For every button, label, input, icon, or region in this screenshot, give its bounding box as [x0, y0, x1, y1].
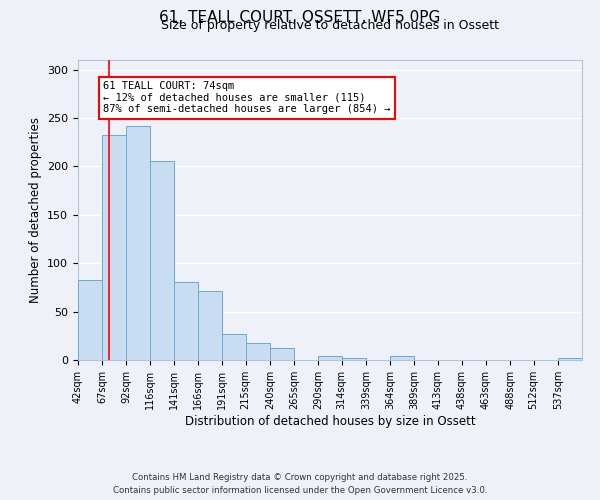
Y-axis label: Number of detached properties: Number of detached properties: [29, 117, 41, 303]
Text: 61, TEALL COURT, OSSETT, WF5 0PG: 61, TEALL COURT, OSSETT, WF5 0PG: [160, 10, 440, 25]
Bar: [78, 280, 102, 360]
Bar: [127, 126, 150, 360]
Bar: [270, 348, 294, 360]
X-axis label: Distribution of detached houses by size in Ossett: Distribution of detached houses by size …: [185, 414, 475, 428]
Bar: [102, 136, 127, 360]
Text: 61 TEALL COURT: 74sqm
← 12% of detached houses are smaller (115)
87% of semi-det: 61 TEALL COURT: 74sqm ← 12% of detached …: [103, 82, 391, 114]
Text: Contains HM Land Registry data © Crown copyright and database right 2025.
Contai: Contains HM Land Registry data © Crown c…: [113, 474, 487, 495]
Bar: [558, 358, 582, 360]
Bar: [198, 292, 223, 360]
Bar: [390, 356, 415, 360]
Bar: [223, 334, 245, 360]
Bar: [245, 342, 270, 360]
Bar: [341, 358, 366, 360]
Bar: [319, 356, 341, 360]
Title: Size of property relative to detached houses in Ossett: Size of property relative to detached ho…: [161, 20, 499, 32]
Bar: [150, 160, 174, 360]
Bar: [174, 282, 198, 360]
